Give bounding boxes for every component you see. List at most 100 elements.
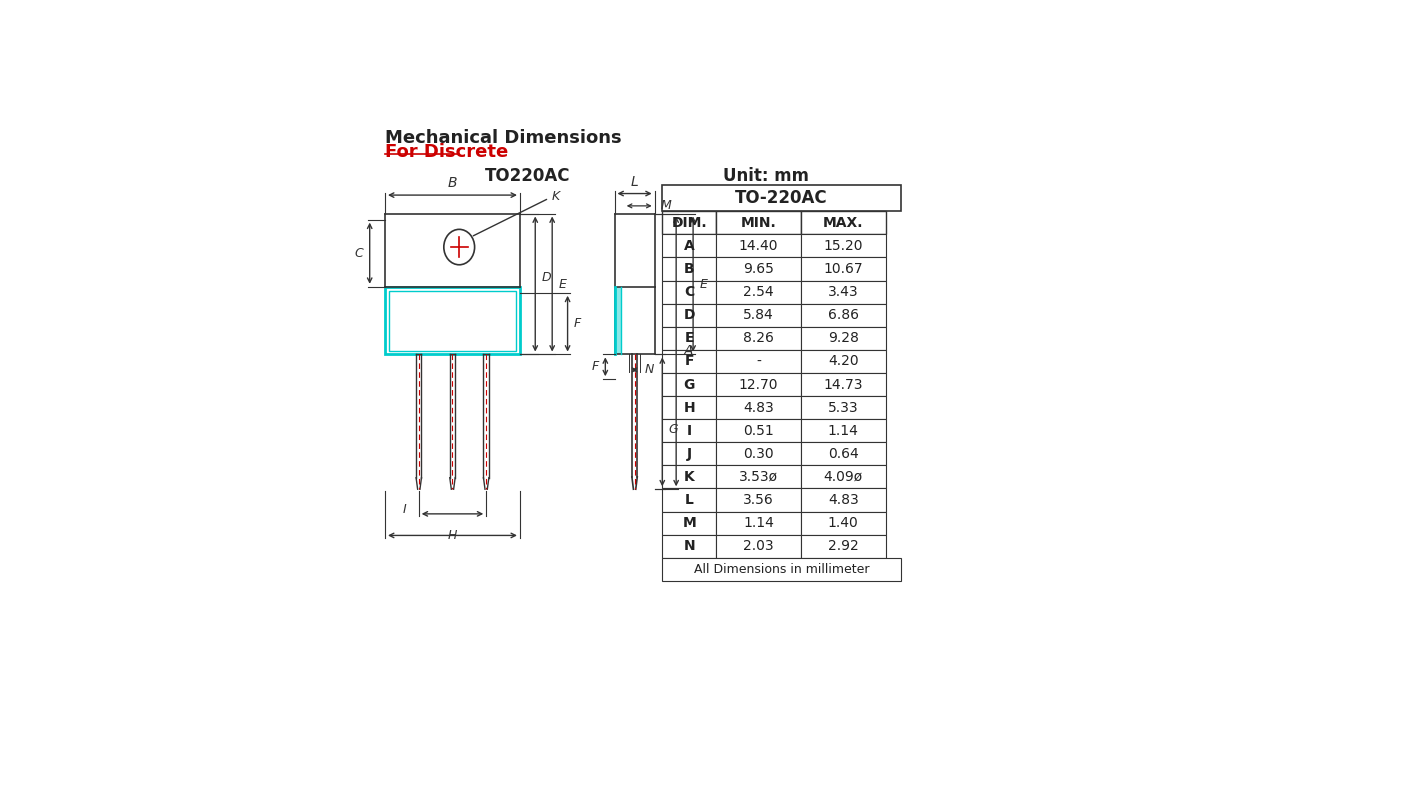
Bar <box>801 304 886 326</box>
Text: A: A <box>684 239 694 253</box>
Bar <box>716 419 801 442</box>
Text: For Discrete: For Discrete <box>385 143 508 160</box>
Text: 0.64: 0.64 <box>828 447 859 460</box>
Text: Unit: mm: Unit: mm <box>723 168 809 185</box>
Bar <box>662 488 716 512</box>
Text: I: I <box>687 424 692 438</box>
Text: 1.40: 1.40 <box>828 516 859 530</box>
Bar <box>801 465 886 488</box>
Text: E: E <box>684 331 694 346</box>
Bar <box>716 488 801 512</box>
Bar <box>662 281 716 304</box>
Bar <box>662 442 716 465</box>
Text: 8.26: 8.26 <box>743 331 774 346</box>
Bar <box>801 235 886 258</box>
Bar <box>716 373 801 396</box>
Text: 4.20: 4.20 <box>828 354 859 369</box>
Text: 1.14: 1.14 <box>743 516 774 530</box>
Bar <box>716 326 801 350</box>
Text: F: F <box>574 317 581 330</box>
Text: 10.67: 10.67 <box>824 262 863 276</box>
Bar <box>662 350 716 373</box>
Bar <box>662 512 716 535</box>
Text: 4.09ø: 4.09ø <box>824 470 863 484</box>
Bar <box>662 304 716 326</box>
Text: 5.84: 5.84 <box>743 308 774 322</box>
Bar <box>662 535 716 558</box>
Bar <box>801 419 886 442</box>
Bar <box>801 326 886 350</box>
Text: A: A <box>684 345 693 358</box>
Bar <box>716 235 801 258</box>
Text: 6.86: 6.86 <box>828 308 859 322</box>
Bar <box>801 535 886 558</box>
Text: E: E <box>558 278 567 290</box>
Bar <box>801 281 886 304</box>
Bar <box>662 235 716 258</box>
Text: 2.54: 2.54 <box>743 285 774 299</box>
Text: Mechanical Dimensions: Mechanical Dimensions <box>385 128 622 147</box>
Text: -: - <box>755 354 761 369</box>
Text: 15.20: 15.20 <box>824 239 863 253</box>
Text: J: J <box>687 447 692 460</box>
Text: 14.73: 14.73 <box>824 377 863 392</box>
Bar <box>801 350 886 373</box>
Bar <box>801 211 886 235</box>
Text: F: F <box>592 361 599 373</box>
Text: TO220AC: TO220AC <box>484 168 571 185</box>
Text: 3.56: 3.56 <box>743 493 774 507</box>
Bar <box>662 211 716 235</box>
Text: C: C <box>684 285 694 299</box>
Text: N: N <box>683 539 694 553</box>
Bar <box>716 396 801 419</box>
Text: L: L <box>630 175 639 189</box>
Text: 2.92: 2.92 <box>828 539 859 553</box>
Text: MAX.: MAX. <box>824 215 863 230</box>
Bar <box>662 419 716 442</box>
Text: L: L <box>684 493 694 507</box>
Text: D: D <box>541 271 551 284</box>
Text: MIN.: MIN. <box>741 215 777 230</box>
Text: M: M <box>683 516 696 530</box>
Bar <box>716 350 801 373</box>
Text: C: C <box>355 247 364 259</box>
Text: 3.53ø: 3.53ø <box>738 470 778 484</box>
Bar <box>662 396 716 419</box>
Text: 5.33: 5.33 <box>828 401 859 415</box>
Text: H: H <box>683 401 694 415</box>
Text: I: I <box>403 504 406 516</box>
Text: E: E <box>699 278 707 290</box>
Bar <box>389 290 515 350</box>
Bar <box>716 281 801 304</box>
Text: B: B <box>684 262 694 276</box>
Text: 2.03: 2.03 <box>743 539 774 553</box>
Text: 14.40: 14.40 <box>738 239 778 253</box>
Text: 3.43: 3.43 <box>828 285 859 299</box>
Bar <box>801 396 886 419</box>
Text: 4.83: 4.83 <box>828 493 859 507</box>
Text: D: D <box>683 308 694 322</box>
Text: 12.70: 12.70 <box>738 377 778 392</box>
Bar <box>662 373 716 396</box>
Text: G: G <box>669 423 679 436</box>
Bar <box>716 258 801 281</box>
Bar <box>662 185 902 211</box>
Text: F: F <box>684 354 694 369</box>
Text: B: B <box>447 176 457 190</box>
Text: TO-220AC: TO-220AC <box>736 189 828 207</box>
Bar <box>662 558 902 581</box>
Text: 9.65: 9.65 <box>743 262 774 276</box>
Bar <box>716 304 801 326</box>
Bar <box>801 442 886 465</box>
Text: DIM.: DIM. <box>672 215 707 230</box>
Bar <box>716 512 801 535</box>
Bar <box>662 258 716 281</box>
Bar <box>716 535 801 558</box>
Bar <box>716 442 801 465</box>
Text: N: N <box>645 363 655 377</box>
Text: G: G <box>683 377 694 392</box>
Bar <box>801 488 886 512</box>
Text: H: H <box>447 528 457 542</box>
Bar <box>716 211 801 235</box>
Bar <box>801 373 886 396</box>
